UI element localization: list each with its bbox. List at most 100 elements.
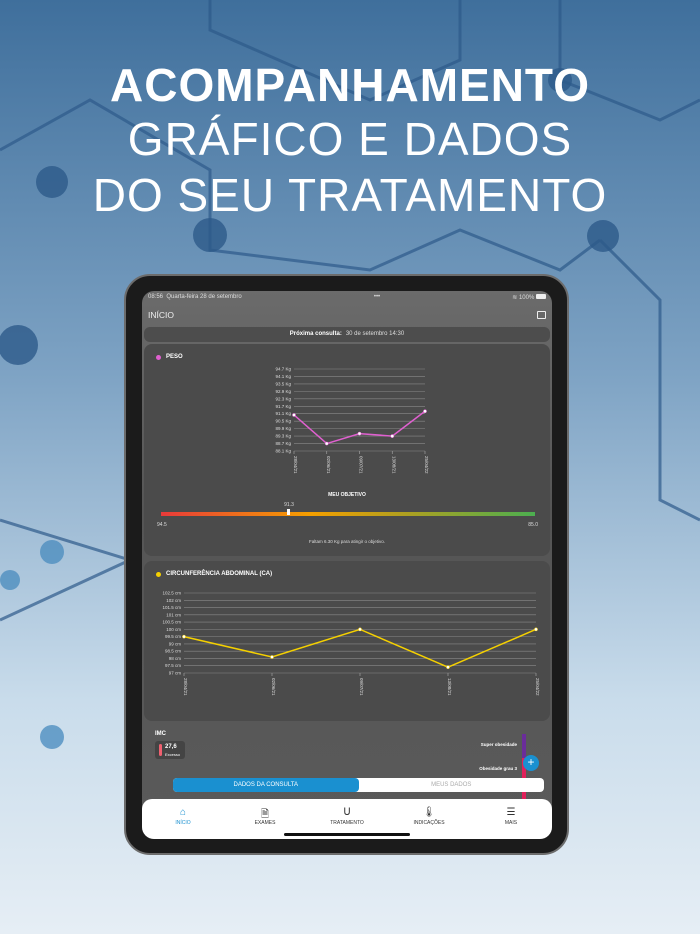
headline-line2: GRÁFICO E DADOS — [127, 113, 573, 165]
y-tick-label: 92.9 Kg — [275, 389, 291, 394]
y-tick-label: 97.5 cm — [165, 663, 181, 668]
data-point — [357, 431, 362, 436]
x-tick-label: 09/07/21 — [359, 456, 364, 474]
imc-badge: 27,6 Excesso — [155, 741, 185, 759]
top-bar: INÍCIO — [142, 305, 552, 325]
tab-bar: ⌂ INÍCIO 🗎 EXAMES ᑌ TRATAMENTO 🌡 INDICAÇÕES … — [142, 799, 552, 839]
x-tick-label: 25/04/22 — [535, 678, 540, 696]
chat-icon[interactable] — [537, 311, 546, 319]
y-tick-label: 94.1 Kg — [275, 374, 291, 379]
x-tick-label: 25/04/22 — [424, 456, 429, 474]
data-point — [324, 441, 329, 446]
home-icon: ⌂ — [179, 807, 187, 818]
app-screen: 08:56 Quarta-feira 28 de setembro ••• ≋ … — [142, 291, 552, 839]
next-appointment: Próxima consulta: 30 de setembro 14:30 — [144, 327, 550, 342]
tab-label: MAIS — [504, 820, 518, 826]
tab-inicio[interactable]: ⌂ INÍCIO — [142, 799, 224, 839]
y-tick-label: 101.5 cm — [162, 605, 181, 610]
home-indicator — [284, 833, 410, 836]
tab-exames[interactable]: 🗎 EXAMES — [224, 799, 306, 839]
y-tick-label: 91.7 Kg — [275, 404, 291, 409]
y-tick-label: 100.5 cm — [162, 620, 181, 625]
tab-label: INDICAÇÕES — [413, 820, 445, 826]
document-icon: 🗎 — [260, 809, 270, 820]
y-tick-label: 102.5 cm — [162, 591, 181, 596]
imc-title: IMC — [155, 731, 166, 737]
peso-title: PESO — [166, 354, 183, 360]
peso-legend-dot — [156, 354, 161, 360]
x-tick-label: 02/06/21 — [326, 456, 331, 474]
segment-dados-consulta[interactable]: DADOS DA CONSULTA — [173, 778, 359, 792]
data-point — [446, 665, 450, 670]
data-point — [292, 413, 296, 417]
y-tick-label: 99 cm — [169, 641, 182, 646]
y-tick-label: 90.5 Kg — [275, 419, 291, 424]
y-tick-label: 92.3 Kg — [275, 396, 291, 401]
status-bar: 08:56 Quarta-feira 28 de setembro ••• ≋ … — [142, 291, 552, 305]
goal-title: MEU OBJETIVO — [328, 492, 366, 498]
data-point — [358, 627, 362, 632]
headline-line3: DO SEU TRATAMENTO — [92, 169, 608, 221]
y-tick-label: 88.7 Kg — [275, 441, 291, 446]
wifi-icon: ≋ — [512, 295, 518, 301]
y-tick-label: 88.1 Kg — [275, 449, 291, 454]
add-fab-button[interactable]: + — [523, 755, 539, 771]
x-tick-label: 02/06/21 — [271, 678, 276, 696]
series-line — [293, 410, 426, 445]
menu-icon: ☰ — [506, 807, 516, 818]
imc-level-grau3: Obesidade grau 3 — [479, 766, 517, 771]
ipad-frame: 08:56 Quarta-feira 28 de setembro ••• ≋ … — [124, 274, 569, 855]
y-tick-label: 89.9 Kg — [275, 426, 291, 431]
tab-label: INÍCIO — [175, 820, 191, 826]
x-tick-label: 09/07/21 — [359, 678, 364, 696]
data-point — [270, 655, 274, 659]
imc-value: 27,6 — [165, 744, 177, 750]
y-tick-label: 99.5 cm — [165, 634, 181, 639]
imc-level-super: Super obesidade — [480, 742, 517, 747]
data-point — [182, 634, 186, 639]
x-tick-label: 13/08/21 — [447, 678, 452, 696]
y-tick-label: 93.5 Kg — [275, 381, 291, 386]
tab-tratamento[interactable]: ᑌ TRATAMENTO — [306, 799, 388, 839]
data-point — [390, 434, 395, 438]
thermometer-icon: 🌡 — [422, 807, 436, 818]
y-tick-label: 97 cm — [169, 671, 182, 676]
next-appointment-value: 30 de setembro 14:30 — [345, 331, 405, 337]
status-date: Quarta-feira 28 de setembro — [166, 294, 242, 300]
goal-target: 85.0 — [528, 522, 538, 528]
battery-icon — [536, 294, 546, 299]
peso-card: PESO 88.1 Kg 88.7 Kg 89.3 Kg 89.9 Kg 90.5 Kg… — [144, 344, 550, 556]
imc-label: Excesso — [165, 752, 181, 757]
y-tick-label: 102 cm — [166, 598, 181, 603]
goal-message: Faltam 6.30 Kg para atingir o objetivo. — [308, 539, 386, 544]
goal-start: 94.5 — [157, 522, 167, 528]
y-tick-label: 98.5 cm — [165, 649, 181, 654]
ca-title: CIRCUNFERÊNCIA ABDOMINAL (CA) — [166, 571, 273, 577]
status-time: 08:56 — [148, 294, 164, 300]
y-tick-label: 98 cm — [169, 656, 182, 661]
y-tick-label: 89.3 Kg — [275, 434, 291, 439]
y-tick-label: 101 cm — [166, 612, 181, 617]
tab-label: EXAMES — [254, 820, 276, 826]
imc-scale-purple — [522, 734, 526, 758]
next-appointment-label: Próxima consulta: — [289, 331, 342, 337]
tab-label: TRATAMENTO — [330, 820, 364, 826]
goal-marker — [287, 509, 291, 515]
tab-mais[interactable]: ☰ MAIS — [470, 799, 552, 839]
ca-card: CIRCUNFERÊNCIA ABDOMINAL (CA) 97 cm 97.5 … — [144, 561, 550, 721]
y-tick-label: 100 cm — [166, 627, 181, 632]
ca-chart: 97 cm 97.5 cm 98 cm 98.5 cm 99 cm 99.5 cm 100 … — [162, 591, 540, 697]
battery-level: 100% — [518, 295, 535, 301]
data-point — [534, 627, 538, 632]
series-line — [183, 628, 537, 668]
segmented-control: DADOS DA CONSULTA MEUS DADOS — [173, 778, 544, 792]
tab-indicacoes[interactable]: 🌡 INDICAÇÕES — [388, 799, 470, 839]
page-title: INÍCIO — [148, 310, 174, 320]
y-tick-label: 94.7 Kg — [275, 367, 291, 372]
segment-meus-dados[interactable]: MEUS DADOS — [431, 782, 472, 788]
stethoscope-icon: ᑌ — [343, 807, 351, 818]
peso-chart: 88.1 Kg 88.7 Kg 89.3 Kg 89.9 Kg 90.5 Kg 91.1 … — [275, 367, 429, 475]
x-tick-label: 28/04/21 — [293, 456, 298, 474]
x-tick-label: 13/08/21 — [391, 456, 396, 474]
